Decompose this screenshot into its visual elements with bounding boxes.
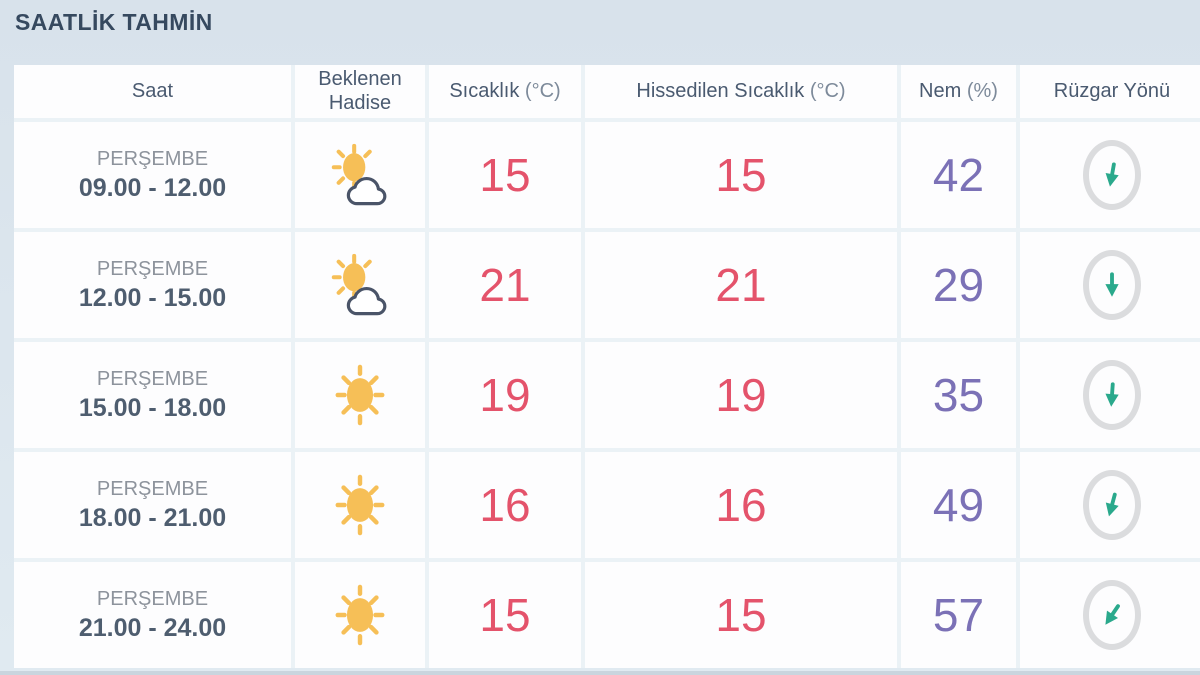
wind-ring [1083,470,1141,540]
wind-cell [1020,452,1200,558]
sun-icon [335,474,385,536]
column-header-nem: Nem (%) [901,65,1016,118]
sun-cloud-icon [331,253,387,316]
day-label: PERŞEMBE [96,148,209,170]
temperature-cell: 19 [429,342,581,448]
day-label: PERŞEMBE [96,368,209,390]
temperature-cell: 21 [429,232,581,338]
event-cell [295,562,425,668]
wind-ring [1083,140,1141,210]
hours-label: 21.00 - 24.00 [78,614,227,642]
temperature-cell: 15 [429,562,581,668]
event-cell [295,452,425,558]
wind-cell [1020,562,1200,668]
sun-cloud-icon [331,143,387,206]
day-label: PERŞEMBE [96,258,209,280]
column-header-beklenen-hadise: Beklenen Hadise [295,65,425,118]
feels-like-cell: 15 [585,562,897,668]
hours-label: 18.00 - 21.00 [78,504,227,532]
time-cell: PERŞEMBE 15.00 - 18.00 [14,342,291,448]
column-header-saat: Saat [14,65,291,118]
humidity-cell: 35 [901,342,1016,448]
wind-ring [1083,250,1141,320]
temperature-cell: 16 [429,452,581,558]
time-cell: PERŞEMBE 18.00 - 21.00 [14,452,291,558]
feels-like-cell: 15 [585,122,897,228]
column-header-sicaklik: Sıcaklık (°C) [429,65,581,118]
wind-arrow-icon [1105,492,1119,517]
sun-icon-holder [331,581,389,649]
humidity-cell: 29 [901,232,1016,338]
hours-label: 12.00 - 15.00 [78,284,227,312]
sun-icon-holder [331,361,389,429]
wind-arrow-icon [1105,272,1119,297]
hours-label: 15.00 - 18.00 [78,394,227,422]
humidity-cell: 42 [901,122,1016,228]
day-label: PERŞEMBE [96,478,209,500]
wind-arrow-icon [1105,162,1119,187]
wind-arrow-icon [1105,382,1119,407]
time-cell: PERŞEMBE 09.00 - 12.00 [14,122,291,228]
hours-label: 09.00 - 12.00 [78,174,227,202]
feels-like-cell: 21 [585,232,897,338]
column-header-hissedilen-sicaklik: Hissedilen Sıcaklık (°C) [585,65,897,118]
day-label: PERŞEMBE [96,588,209,610]
feels-like-cell: 16 [585,452,897,558]
wind-ring [1083,580,1141,650]
sun-icon [335,364,385,426]
bottom-divider [0,671,1200,675]
wind-cell [1020,232,1200,338]
wind-arrow-icon [1105,604,1120,625]
humidity-cell: 57 [901,562,1016,668]
event-cell [295,122,425,228]
page-title: SAATLİK TAHMİN [15,9,213,35]
event-cell [295,232,425,338]
sun-icon [335,584,385,646]
time-cell: PERŞEMBE 12.00 - 15.00 [14,232,291,338]
temperature-cell: 15 [429,122,581,228]
humidity-cell: 49 [901,452,1016,558]
time-cell: PERŞEMBE 21.00 - 24.00 [14,562,291,668]
feels-like-cell: 19 [585,342,897,448]
wind-cell [1020,122,1200,228]
wind-ring [1083,360,1141,430]
wind-cell [1020,342,1200,448]
sun-icon-holder [331,471,389,539]
sun-cloud-icon-holder [328,252,392,318]
column-header-ruzgar-yonu: Rüzgar Yönü [1020,65,1200,118]
event-cell [295,342,425,448]
sun-cloud-icon-holder [328,142,392,208]
hourly-forecast-table: Saat Beklenen Hadise Sıcaklık (°C) Hisse… [14,65,1200,668]
